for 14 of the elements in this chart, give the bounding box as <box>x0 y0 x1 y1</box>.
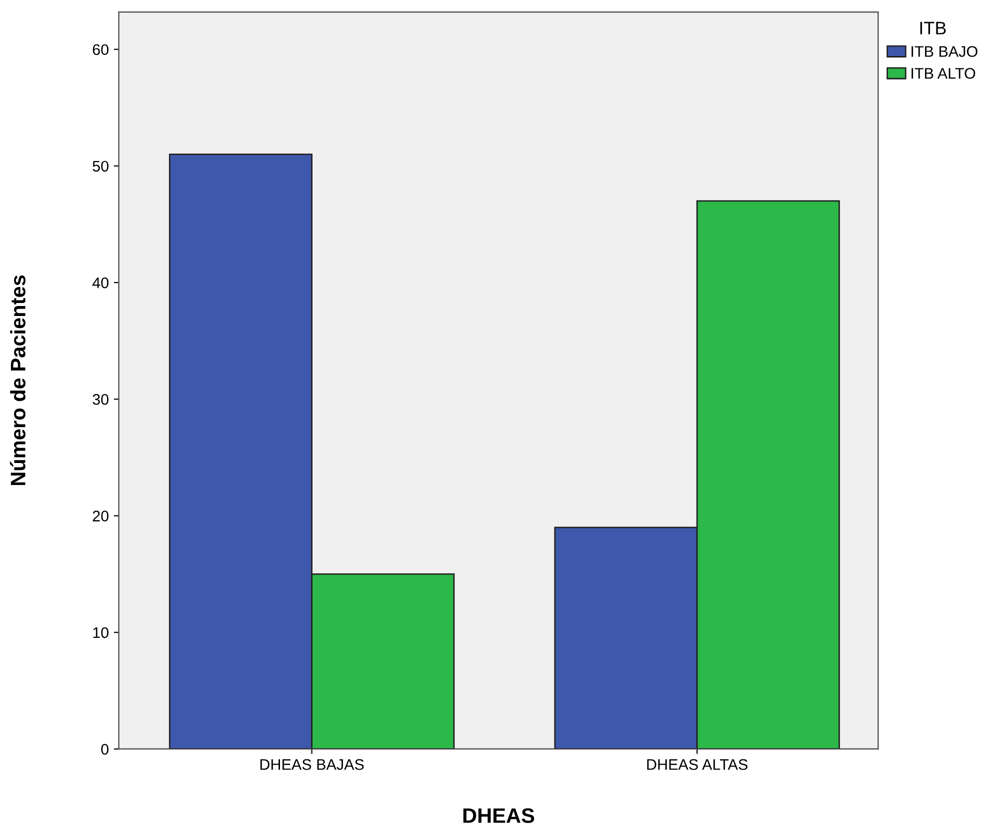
x-tick-label: DHEAS BAJAS <box>260 759 364 770</box>
legend-label: ITB BAJO <box>912 46 978 57</box>
y-tick-label: 0 <box>101 744 108 755</box>
x-tick-label: DHEAS ALTAS <box>647 759 748 770</box>
y-tick-label: 20 <box>92 510 108 522</box>
y-axis-title: Número de Pacientes <box>10 275 26 486</box>
y-tick-label: 30 <box>92 394 108 405</box>
legend-label: ITB ALTO <box>912 68 976 79</box>
legend-title: ITB <box>920 22 946 34</box>
x-axis-title: DHEAS <box>463 808 534 823</box>
y-tick-label: 10 <box>93 627 108 638</box>
y-tick-label: 40 <box>92 277 108 288</box>
y-tick-label: 60 <box>92 44 108 56</box>
y-tick-label: 50 <box>92 160 108 172</box>
